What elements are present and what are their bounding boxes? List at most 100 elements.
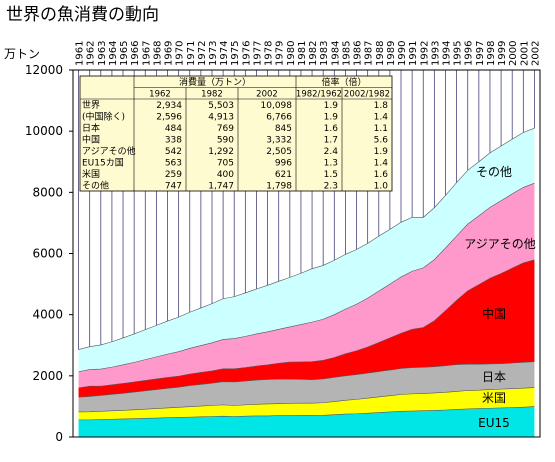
table-cell: 1.9 <box>324 113 339 123</box>
table-cell: 769 <box>217 124 234 134</box>
series-2-line <box>78 361 535 398</box>
table-cell: 1.1 <box>374 124 388 134</box>
x-tick-label: 1982 <box>308 41 319 66</box>
series-3-area <box>78 259 535 398</box>
series-label: アジアその他 <box>464 237 536 251</box>
table-cell: 1.5 <box>324 170 338 180</box>
x-tick-label: 1969 <box>164 41 175 66</box>
x-tick-label: 1979 <box>275 41 286 66</box>
x-tick-label: 1962 <box>86 41 97 66</box>
table-cell: 747 <box>165 182 182 192</box>
x-tick-label: 1992 <box>419 41 430 66</box>
table-cell: 1,747 <box>208 182 234 192</box>
table-row-label: (中国除く) <box>82 111 125 123</box>
table-row-label: アジアその他 <box>82 145 136 157</box>
table-row-label: その他 <box>82 180 109 192</box>
table-cell: 996 <box>275 159 292 169</box>
table-cell: 1.4 <box>374 113 389 123</box>
series-5-line <box>78 127 535 350</box>
x-tick-label: 1983 <box>319 41 330 66</box>
x-tick-label: 2002 <box>530 41 541 66</box>
x-tick-label: 1978 <box>264 41 275 66</box>
x-tick-label: 1963 <box>97 41 108 66</box>
table-column-header: 1982 <box>201 90 223 100</box>
x-tick-label: 1981 <box>297 41 308 66</box>
series-1-line <box>78 387 535 413</box>
table-cell: 10,098 <box>261 101 293 111</box>
x-tick-label: 1972 <box>197 41 208 66</box>
table-column-header: 1962 <box>149 90 171 100</box>
x-tick-label: 1965 <box>119 41 130 66</box>
table-cell: 1.9 <box>324 101 339 111</box>
table-cell: 259 <box>165 170 182 180</box>
x-tick-label: 2000 <box>508 41 519 66</box>
x-tick-label: 1980 <box>286 41 297 66</box>
x-tick-label: 1964 <box>108 41 119 66</box>
x-tick-label: 1974 <box>219 41 230 66</box>
table-cell: 2.4 <box>324 147 339 157</box>
x-tick-label: 1968 <box>152 41 163 66</box>
series-label: 中国 <box>482 306 506 321</box>
series-0-area <box>78 406 535 437</box>
table-cell: 621 <box>275 170 292 180</box>
table-cell: 1,292 <box>208 147 234 157</box>
table-cell: 5.6 <box>374 136 389 146</box>
x-tick-label: 1989 <box>386 41 397 66</box>
series-label: 米国 <box>482 391 506 405</box>
table-cell: 590 <box>217 136 234 146</box>
x-tick-label: 1966 <box>130 41 141 66</box>
table-cell: 5,503 <box>208 101 234 111</box>
x-tick-label: 1998 <box>486 41 497 66</box>
x-tick-label: 1994 <box>441 41 452 66</box>
series-label: その他 <box>476 165 512 179</box>
table-cell: 563 <box>165 159 182 169</box>
x-tick-label: 1986 <box>353 41 364 66</box>
table-cell: 1.3 <box>324 159 338 169</box>
x-tick-label: 1967 <box>141 41 152 66</box>
table-row-label: EU15カ国 <box>82 158 124 169</box>
series-1-area <box>78 387 535 420</box>
table-row-label: 日本 <box>82 122 100 134</box>
table-row-label: 米国 <box>82 168 100 180</box>
table-cell: 1.4 <box>374 159 389 169</box>
x-tick-label: 1977 <box>252 41 263 66</box>
table-cell: 1,798 <box>266 182 292 192</box>
y-tick-label: 2000 <box>32 369 63 383</box>
table-column-header: 2002/1982 <box>344 90 390 100</box>
table-cell: 1.9 <box>374 147 389 157</box>
series-label: EU15 <box>478 416 510 430</box>
x-tick-label: 1991 <box>408 41 419 66</box>
y-tick-label: 10000 <box>25 124 63 138</box>
series-0-line <box>78 406 535 421</box>
table-cell: 338 <box>165 136 182 146</box>
series-2-area <box>78 361 535 412</box>
table-cell: 4,913 <box>208 113 234 123</box>
series-label: 日本 <box>482 370 506 384</box>
y-tick-label: 6000 <box>32 247 63 261</box>
table-cell: 1.7 <box>324 136 338 146</box>
x-tick-label: 1985 <box>341 41 352 66</box>
y-tick-label: 0 <box>55 430 63 444</box>
x-tick-label: 1997 <box>475 41 486 66</box>
table-cell: 542 <box>165 147 182 157</box>
y-tick-label: 4000 <box>32 308 63 322</box>
series-3-line <box>78 259 535 389</box>
x-tick-label: 1996 <box>464 41 475 66</box>
x-tick-label: 1973 <box>208 41 219 66</box>
table-cell: 3,332 <box>266 136 292 146</box>
table-column-header: 2002 <box>256 90 278 100</box>
table-row-label: 世界 <box>82 99 100 111</box>
table-cell: 1.0 <box>374 182 389 192</box>
table-cell: 845 <box>275 124 292 134</box>
x-tick-label: 1976 <box>241 41 252 66</box>
table-cell: 484 <box>165 124 182 134</box>
table-cell: 2,505 <box>266 147 292 157</box>
y-tick-label: 12000 <box>25 63 63 77</box>
table-row-label: 中国 <box>82 134 100 146</box>
table-cell: 400 <box>217 170 234 180</box>
table-cell: 1.6 <box>374 170 389 180</box>
table-column-header: 1982/1962 <box>296 90 342 100</box>
x-tick-label: 2001 <box>519 41 530 66</box>
